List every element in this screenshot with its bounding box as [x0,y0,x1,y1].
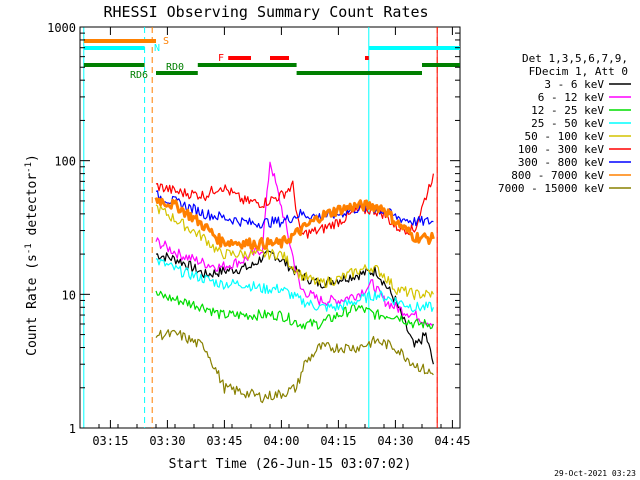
flag-label-s: S [163,36,169,47]
legend-entry-label: 3 - 6 keV [544,78,604,91]
flag-label-rd0: RD0 [166,62,184,73]
series-line-7000-15000-kev [155,329,434,404]
series-line-800-7000-kev [154,197,435,250]
legend-entry-label: 7000 - 15000 keV [498,182,604,195]
x-tick-label: 04:45 [434,434,470,448]
x-tick-label: 04:15 [320,434,356,448]
legend-entry-label: 300 - 800 keV [518,156,604,169]
legend-entry-label: 6 - 12 keV [538,91,605,104]
series-line-50-100-kev [155,204,434,301]
legend-entry-label: 25 - 50 keV [531,117,604,130]
legend-entry-label: 12 - 25 keV [531,104,604,117]
y-axis-label: Count Rate (s-1 detector-1) [24,154,40,356]
x-axis-label: Start Time (26-Jun-15 03:07:02) [169,457,412,472]
flag-label-n: N [154,43,160,54]
y-tick-label: 1 [69,422,76,436]
x-tick-label: 03:45 [206,434,242,448]
x-tick-label: 04:30 [377,434,413,448]
footer-date: 29-Oct-2021 03:23 [554,469,636,478]
legend-entry-label: 100 - 300 keV [518,143,604,156]
x-tick-label: 03:15 [92,434,128,448]
y-tick-label: 100 [54,155,76,169]
y-tick-label: 10 [62,288,76,302]
series-line-100-300-kev [155,173,434,239]
chart-title: RHESSI Observing Summary Count Rates [103,3,428,21]
x-tick-label: 04:00 [263,434,299,448]
legend-entry-label: 800 - 7000 keV [511,169,604,182]
legend-header-line: Det 1,3,5,6,7,9, [522,52,628,65]
legend-header-line: FDecim 1, Att 0 [529,65,628,78]
series-line-12-25-kev [155,290,434,330]
legend-entry-label: 50 - 100 keV [525,130,605,143]
series-line-25-50-kev [155,258,434,313]
flag-label-rd6: RD6 [130,70,148,81]
y-tick-label: 1000 [47,21,76,35]
legend: Det 1,3,5,6,7,9,FDecim 1, Att 03 - 6 keV… [498,52,631,195]
x-tick-label: 03:30 [149,434,185,448]
flag-label-f: F [218,53,224,64]
